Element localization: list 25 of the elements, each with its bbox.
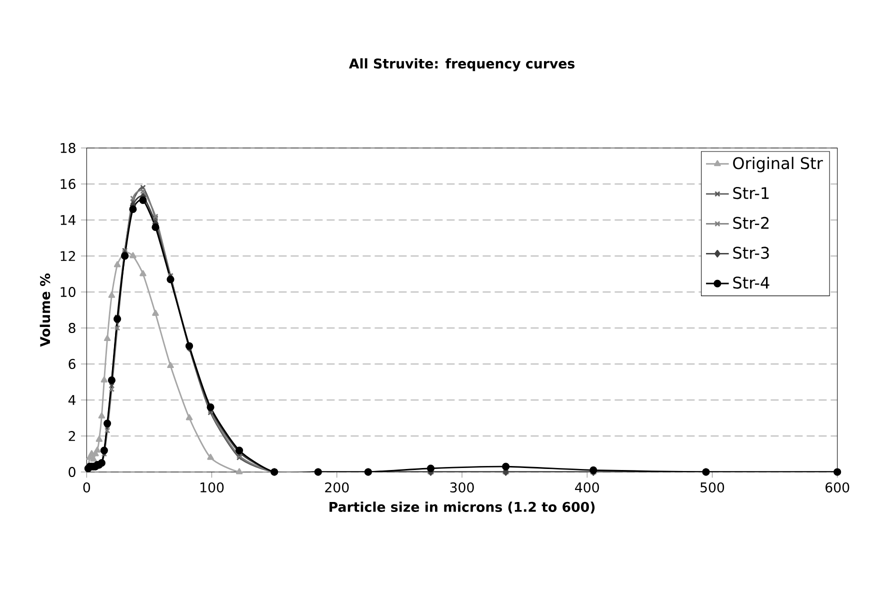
x-tick-label: 100 — [200, 482, 224, 492]
y-tick-label: 16 — [60, 178, 76, 190]
legend-label: Str-4 — [733, 276, 770, 289]
x-tick-label: 200 — [325, 482, 349, 492]
y-tick-label: 12 — [60, 251, 75, 261]
y-tick-label: 0 — [68, 466, 76, 478]
y-tick-label: 8 — [68, 322, 76, 334]
x-tick-label: 400 — [575, 482, 599, 492]
legend-label: Original Str — [733, 156, 823, 172]
y-axis-title: Volume % — [40, 274, 50, 347]
x-tick-label: 300 — [450, 482, 474, 492]
legend-label: Str-2 — [733, 216, 769, 229]
y-tick-label: 14 — [60, 215, 76, 225]
y-tick-label: 10 — [60, 286, 76, 298]
chart-title: All Struvite: frequency curves — [348, 58, 574, 72]
y-tick-label: 6 — [68, 358, 76, 370]
x-tick-label: 0 — [83, 482, 90, 492]
legend-label: Str-1 — [733, 186, 769, 200]
x-axis-title: Particle size in microns (1.2 to 600) — [330, 502, 595, 514]
x-tick-label: 500 — [700, 482, 724, 492]
y-tick-label: 2 — [68, 431, 75, 441]
legend-label: Str-3 — [733, 246, 769, 259]
x-tick-label: 600 — [826, 482, 850, 492]
y-tick-label: 4 — [68, 395, 76, 405]
y-tick-label: 18 — [60, 142, 76, 154]
